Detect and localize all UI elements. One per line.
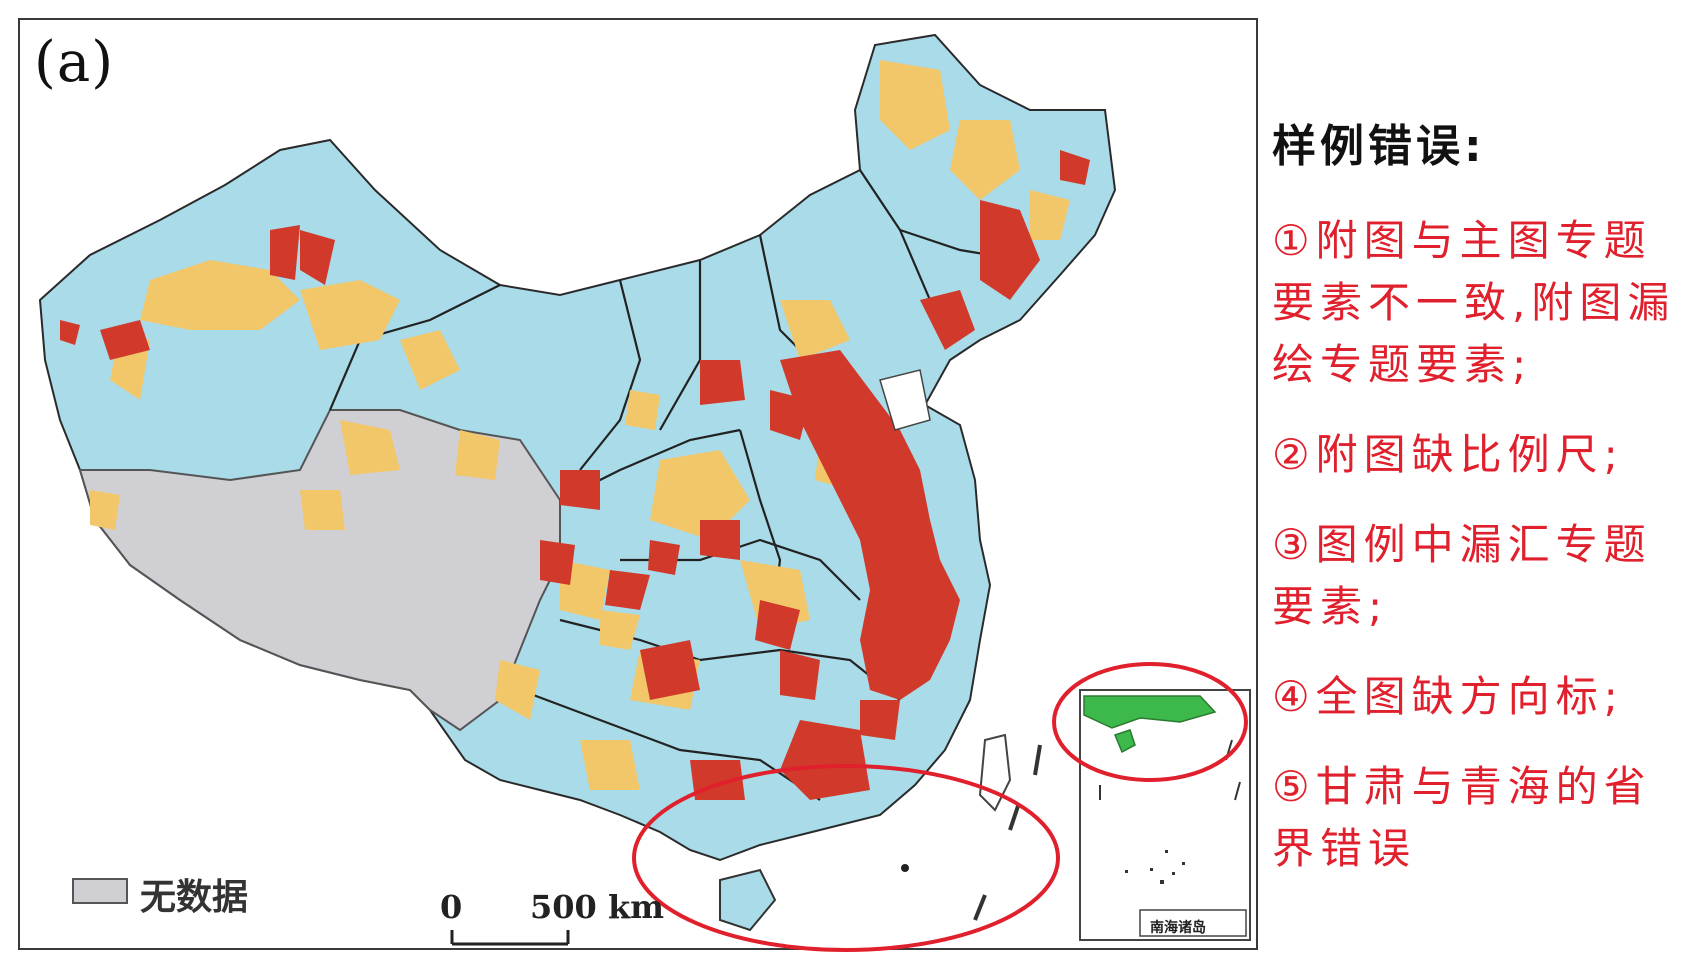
legend-no-data-label: 无数据 <box>140 876 249 918</box>
south-coast-highlight-ring <box>632 764 1060 952</box>
error-list-title: 样例错误: <box>1272 121 1486 172</box>
inset-caption: 南海诸岛 <box>1150 920 1206 936</box>
scale-bar <box>450 930 570 946</box>
error-list-panel: 样例错误: ①附图与主图专题要素不一致,附图漏绘专题要素; ②附图缺比例尺; ③… <box>1272 110 1682 908</box>
inset-islands <box>1125 850 1185 884</box>
red-category-areas <box>60 150 1090 800</box>
inset-caption-box <box>1139 909 1247 937</box>
error-item-2: ②附图缺比例尺; <box>1272 430 1624 479</box>
error-item-1: ①附图与主图专题要素不一致,附图漏绘专题要素; <box>1272 216 1676 389</box>
yellow-category-areas <box>90 60 1070 790</box>
error-item-4: ④全图缺方向标; <box>1272 672 1624 721</box>
bohai-sea <box>879 369 931 431</box>
maritime-line-segments <box>973 744 1042 921</box>
legend-no-data-swatch <box>72 878 128 904</box>
scale-bar-start-label: 0 <box>440 888 463 926</box>
error-item-5: ⑤甘肃与青海的省界错误 <box>1272 762 1652 873</box>
panel-label: (a) <box>34 30 115 95</box>
error-item-3: ③图例中漏汇专题要素; <box>1272 520 1652 631</box>
island-dot <box>901 864 909 872</box>
inset-hainan <box>1114 729 1136 754</box>
no-data-region <box>78 409 561 732</box>
inset-land <box>1083 695 1217 729</box>
scale-bar-end-label: 500 km <box>530 888 664 926</box>
inset-highlight-ring <box>1052 662 1248 782</box>
hainan <box>719 868 777 932</box>
south-china-sea-inset <box>1079 689 1251 941</box>
